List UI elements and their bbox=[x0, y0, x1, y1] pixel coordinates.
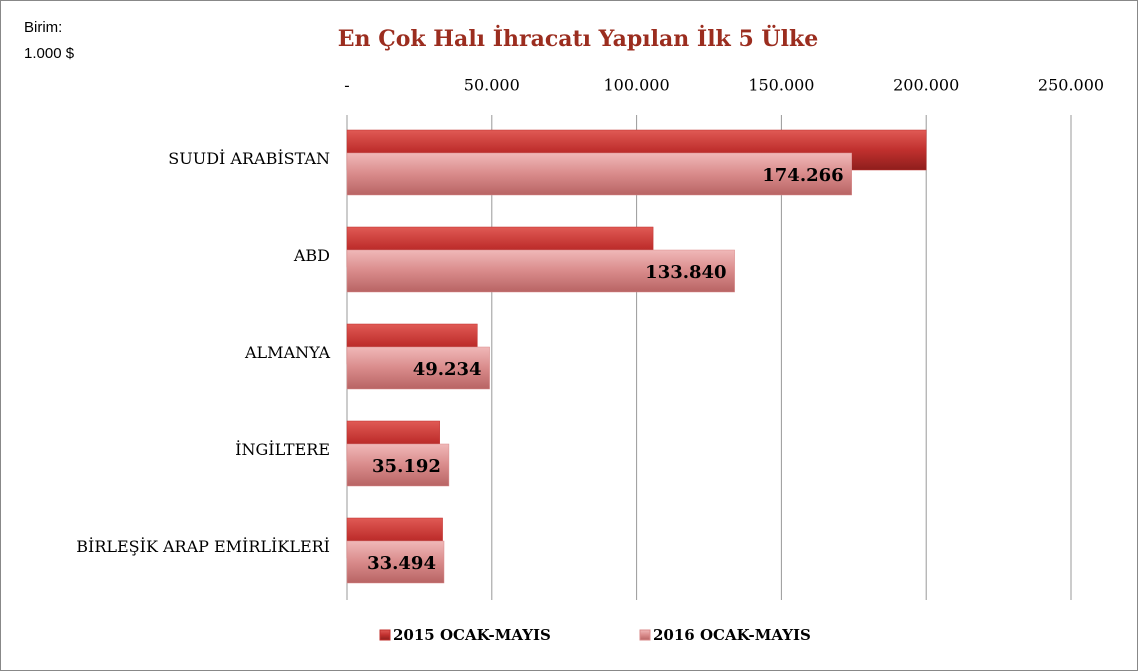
data-label: 49.234 bbox=[413, 359, 482, 380]
data-label: 33.494 bbox=[367, 553, 436, 574]
y-tick-label: BİRLEŞİK ARAP EMİRLİKLERİ bbox=[76, 536, 330, 556]
legend-label: 2016 OCAK-MAYIS bbox=[653, 626, 811, 644]
y-tick-label: SUUDİ ARABİSTAN bbox=[168, 148, 330, 168]
data-label: 174.266 bbox=[762, 165, 843, 186]
x-tick-label: 250.000 bbox=[1038, 76, 1104, 95]
x-tick-label: - bbox=[344, 76, 349, 95]
bar bbox=[346, 346, 490, 390]
unit-label: 1.000 $ bbox=[24, 45, 75, 62]
y-tick-label: ABD bbox=[293, 246, 330, 265]
unit-label: Birim: bbox=[24, 19, 62, 36]
chart-title: En Çok Halı İhracatı Yapılan İlk 5 Ülke bbox=[338, 24, 818, 52]
bar bbox=[346, 249, 735, 293]
x-tick-label: 50.000 bbox=[464, 76, 520, 95]
y-tick-label: İNGİLTERE bbox=[235, 439, 330, 459]
x-tick-label: 200.000 bbox=[893, 76, 959, 95]
data-label: 35.192 bbox=[372, 456, 441, 477]
bar bbox=[346, 540, 445, 584]
x-tick-label: 150.000 bbox=[748, 76, 814, 95]
x-tick-label: 100.000 bbox=[604, 76, 670, 95]
legend-label: 2015 OCAK-MAYIS bbox=[393, 626, 551, 644]
bar bbox=[346, 152, 852, 196]
y-tick-label: ALMANYA bbox=[244, 343, 330, 362]
bar bbox=[346, 443, 450, 487]
data-label: 133.840 bbox=[645, 262, 726, 283]
legend-swatch bbox=[379, 629, 391, 641]
legend-swatch bbox=[639, 629, 651, 641]
